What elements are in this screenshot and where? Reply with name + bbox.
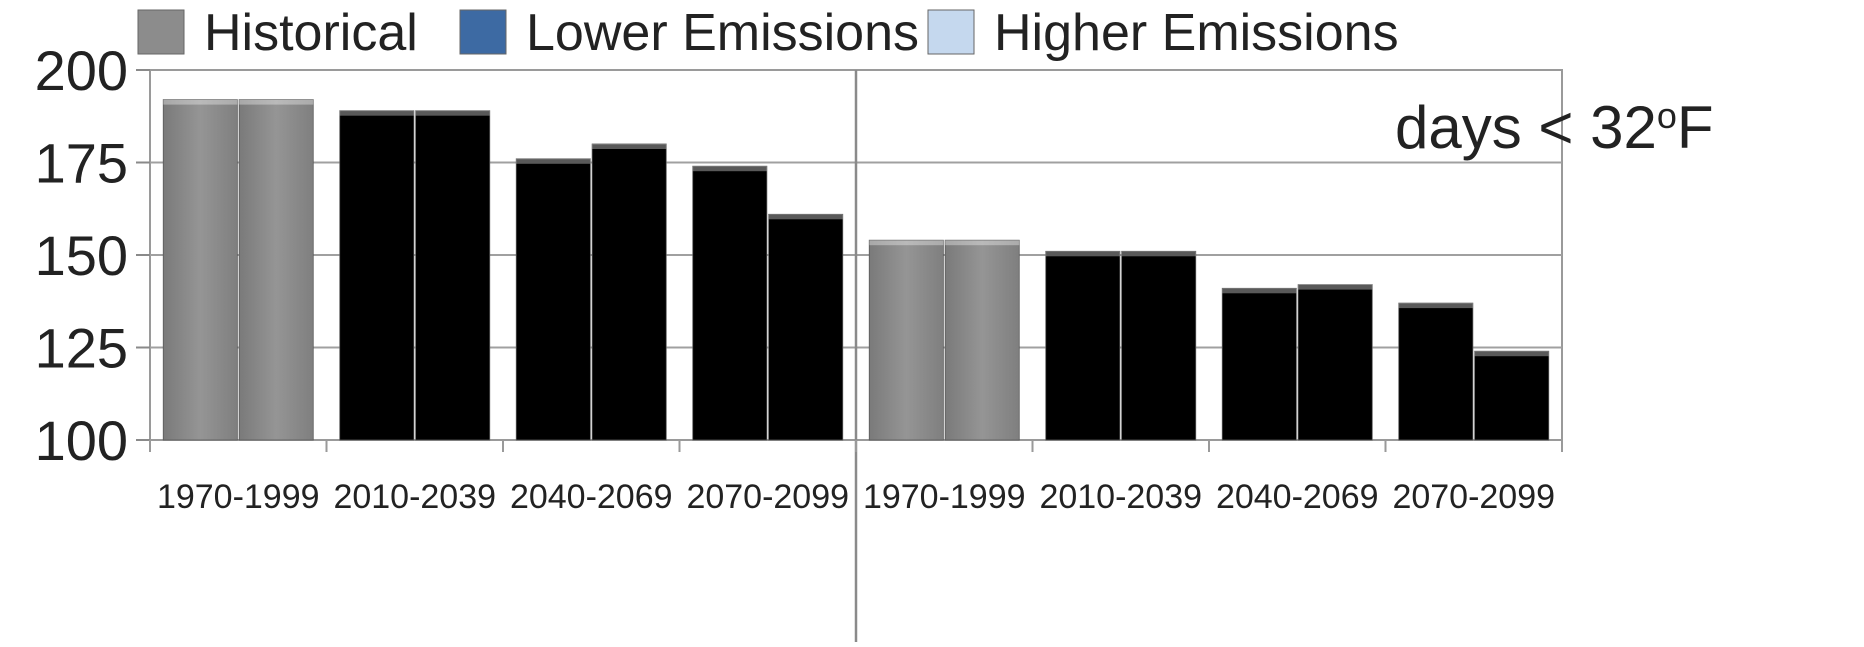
bar-higher-emissions bbox=[1474, 350, 1550, 441]
bar-top-highlight bbox=[692, 166, 767, 172]
bar-top-highlight bbox=[768, 214, 843, 220]
ytick-label: 200 bbox=[35, 39, 128, 102]
plot-area: 100 125 150 175 200 1970-1999 2010-2039 2040-20… bbox=[35, 39, 1563, 642]
legend-swatch-lower-emissions bbox=[459, 9, 507, 55]
bar-higher-emissions bbox=[591, 143, 667, 441]
bar-lower-emissions bbox=[1221, 287, 1297, 441]
bar-top-highlight bbox=[945, 240, 1020, 246]
xtick-label: 2070-2099 bbox=[686, 478, 849, 516]
legend-label-lower-emissions: Lower Emissions bbox=[526, 4, 919, 62]
bar-lower-emissions bbox=[1045, 250, 1121, 441]
bar-top-highlight bbox=[1298, 284, 1373, 290]
bar-higher-emissions bbox=[1297, 284, 1373, 441]
bar-higher-emissions bbox=[768, 213, 844, 441]
bar-historical bbox=[162, 99, 238, 441]
legend: Historical Lower Emissions Higher Emission… bbox=[137, 4, 1399, 62]
xtick-label: 2040-2069 bbox=[510, 478, 673, 516]
bar-top-highlight bbox=[415, 110, 490, 116]
bar-top-highlight bbox=[163, 99, 238, 105]
bar-top-highlight bbox=[339, 110, 414, 116]
bar-historical bbox=[944, 239, 1020, 441]
bar-top-highlight bbox=[1474, 351, 1549, 357]
bar-top-highlight bbox=[239, 99, 314, 105]
xtick-label: 1970-1999 bbox=[863, 478, 1026, 516]
bar-higher-emissions bbox=[415, 110, 491, 441]
bar-lower-emissions bbox=[515, 158, 591, 441]
bar-top-highlight bbox=[516, 158, 591, 164]
bar-lower-emissions bbox=[339, 110, 415, 441]
xtick-label: 1970-1999 bbox=[157, 478, 320, 516]
annotation-superscript: o bbox=[1657, 95, 1677, 136]
bar-higher-emissions bbox=[1121, 250, 1197, 441]
bar-top-highlight bbox=[1121, 251, 1196, 257]
ytick-label: 100 bbox=[35, 409, 128, 472]
annotation-main: days < 32 bbox=[1395, 94, 1657, 161]
bar-historical bbox=[868, 239, 944, 441]
xtick-label: 2010-2039 bbox=[1039, 478, 1202, 516]
xtick-label: 2010-2039 bbox=[333, 478, 496, 516]
ytick-label: 150 bbox=[35, 224, 128, 287]
bar-top-highlight bbox=[1222, 288, 1297, 294]
legend-label-higher-emissions: Higher Emissions bbox=[994, 4, 1399, 62]
bar-top-highlight bbox=[1045, 251, 1120, 257]
ytick-label: 175 bbox=[35, 132, 128, 195]
bar-historical bbox=[238, 99, 314, 441]
xtick-label: 2040-2069 bbox=[1216, 478, 1379, 516]
bar-top-highlight bbox=[869, 240, 944, 246]
legend-label-historical: Historical bbox=[204, 4, 418, 62]
legend-swatch-historical bbox=[137, 9, 185, 55]
legend-swatch-higher-emissions bbox=[927, 9, 975, 55]
annotation-text: days < 32oF bbox=[1395, 94, 1714, 161]
xtick-label: 2070-2099 bbox=[1392, 478, 1555, 516]
bar-top-highlight bbox=[592, 144, 667, 149]
ytick-label: 125 bbox=[35, 317, 128, 380]
bar-top-highlight bbox=[1398, 303, 1473, 309]
annotation-unit: F bbox=[1677, 94, 1714, 161]
bar-lower-emissions bbox=[692, 165, 768, 441]
bar-lower-emissions bbox=[1398, 302, 1474, 441]
